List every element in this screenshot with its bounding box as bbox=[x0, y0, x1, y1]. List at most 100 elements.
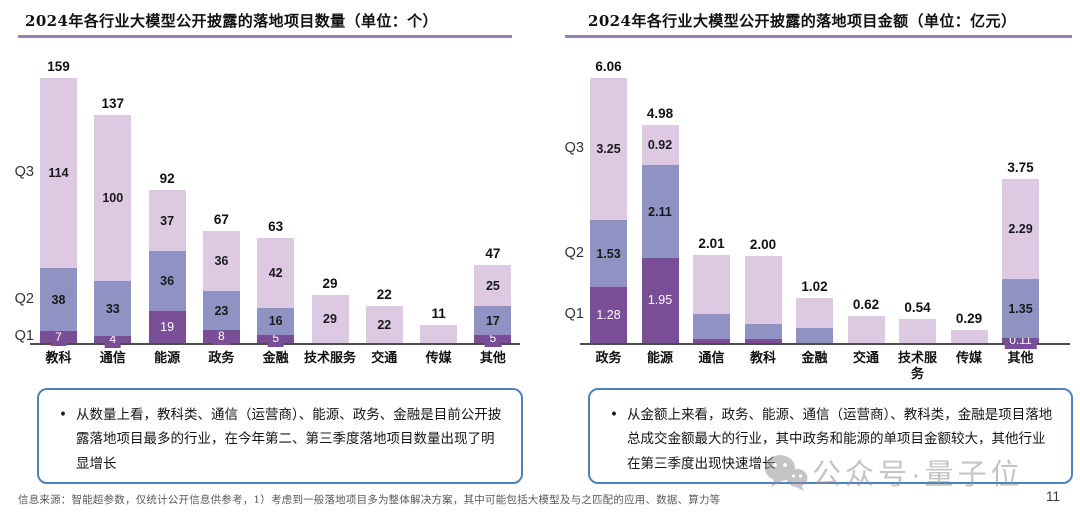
bar-segment-q3 bbox=[365, 306, 403, 343]
bar-segment-q3 bbox=[796, 298, 833, 329]
segment-value-label: 42 bbox=[268, 266, 283, 280]
segment-value-label: 1.95 bbox=[647, 293, 673, 308]
bar-segment-q3 bbox=[847, 315, 885, 343]
category-label: 技术服务 bbox=[897, 351, 937, 383]
chart-area-amount: 1.28 1.53 3.25 6.06 政务 1.95 2.11 0.92 4.98 能源 2.01… bbox=[540, 0, 1080, 388]
bar-segment-q2 bbox=[744, 324, 782, 340]
chart-title-count: 2024年各行业大模型公开披露的落地项目数量（单位：个） bbox=[25, 12, 438, 30]
category-label: 交通 bbox=[852, 351, 879, 366]
bar-total-label: 0.62 bbox=[852, 296, 880, 312]
chart-title-amount: 2024年各行业大模型公开披露的落地项目金额（单位：亿元） bbox=[588, 12, 1017, 30]
category-label: 金融 bbox=[262, 351, 289, 366]
note-text-amount: 从金额上来看，政务、能源、通信（运营商）、教科类，金融是项目落地总成交金额最大的… bbox=[626, 407, 1053, 472]
bar-segment-q3 bbox=[899, 319, 936, 343]
category-label: 传媒 bbox=[425, 351, 452, 366]
segment-value-label: 23 bbox=[214, 303, 229, 318]
bar-total-label: 92 bbox=[159, 170, 175, 186]
category-label: 通信 bbox=[698, 351, 725, 366]
bar-segment-q3 bbox=[311, 294, 349, 343]
bar-total-label: 0.54 bbox=[904, 300, 931, 316]
category-label: 交通 bbox=[371, 351, 398, 366]
category-label: 其他 bbox=[479, 351, 506, 366]
bar-segment-q2 bbox=[202, 291, 240, 330]
bar-segment-q1 bbox=[148, 311, 186, 343]
segment-value-label: 114 bbox=[48, 166, 69, 180]
wechat-bubbles-icon bbox=[765, 455, 808, 491]
bar-segment-q2 bbox=[641, 165, 679, 258]
segment-value-label: 100 bbox=[102, 191, 124, 205]
page-number: 11 bbox=[1045, 489, 1060, 504]
bar-segment-q3 bbox=[94, 114, 132, 282]
insight-note-count: • 从数量上看，教科类、通信（运营商）、能源、政务、金融是目前公开披露落地项目最… bbox=[37, 388, 523, 484]
segment-value-badge: 8 bbox=[213, 327, 230, 345]
y-axis-label-q1: Q1 bbox=[14, 328, 34, 345]
bar-segment-q1 bbox=[744, 339, 782, 343]
segment-value-label: 29 bbox=[323, 311, 337, 326]
bar-total-label: 63 bbox=[268, 219, 284, 234]
segment-value-label: 2.29 bbox=[1008, 222, 1033, 237]
title-underline bbox=[18, 35, 512, 38]
category-label: 能源 bbox=[154, 351, 181, 366]
bar-segment-q3 bbox=[420, 324, 458, 343]
bar-segment-q3 bbox=[641, 125, 679, 166]
bar-total-label: 6.06 bbox=[595, 59, 622, 74]
segment-value-label: 1.35 bbox=[1008, 301, 1033, 316]
segment-value-label: 1.28 bbox=[596, 308, 621, 322]
bar-total-label: 137 bbox=[101, 95, 125, 111]
category-label: 传媒 bbox=[955, 351, 982, 366]
category-label: 能源 bbox=[646, 351, 673, 366]
segment-value-label: 3.25 bbox=[596, 142, 621, 157]
bar-segment-q2 bbox=[1002, 279, 1039, 339]
segment-value-badge: 7 bbox=[50, 328, 67, 346]
bar-total-label: 2.01 bbox=[698, 236, 725, 252]
category-label: 政务 bbox=[595, 351, 622, 366]
segment-value-label: 38 bbox=[51, 292, 66, 307]
category-label: 政务 bbox=[208, 351, 235, 366]
bar-segment-q3 bbox=[148, 189, 186, 252]
y-axis-label-q2: Q2 bbox=[14, 290, 34, 307]
y-axis-label-q2: Q2 bbox=[564, 244, 584, 261]
segment-value-label: 36 bbox=[214, 254, 229, 269]
bar-segment-q2 bbox=[94, 281, 132, 337]
chart-panel-project-amount: 2024年各行业大模型公开披露的落地项目金额（单位：亿元） 1.28 1.53 3.… bbox=[540, 0, 1080, 388]
y-axis-label-q3: Q3 bbox=[14, 164, 34, 180]
bullet-point: • bbox=[610, 407, 618, 423]
source-footnote: 信息来源：智能超参数，仅统计公开信息供参考，1）考虑到一般落地项目多为整体解决方… bbox=[18, 494, 721, 506]
bar-segment-q2 bbox=[474, 306, 512, 335]
note-text-count: 从数量上看，教科类、通信（运营商）、能源、政务、金融是目前公开披露落地项目最多的… bbox=[75, 407, 502, 472]
y-axis-label-q3: Q3 bbox=[564, 140, 584, 157]
bar-total-label: 4.98 bbox=[646, 106, 674, 122]
y-axis-label-q1: Q1 bbox=[564, 306, 584, 322]
segment-value-label: 19 bbox=[160, 320, 175, 335]
bar-segment-q1 bbox=[693, 338, 730, 343]
segment-value-label: 16 bbox=[268, 314, 283, 329]
bar-segment-q1 bbox=[590, 287, 627, 343]
segment-value-label: 33 bbox=[105, 301, 120, 316]
bar-segment-q2 bbox=[148, 251, 186, 312]
x-axis-line bbox=[580, 343, 1070, 345]
bar-total-label: 1.02 bbox=[801, 279, 828, 295]
bar-total-label: 47 bbox=[485, 245, 501, 261]
segment-value-label: 36 bbox=[160, 274, 175, 289]
bar-total-label: 22 bbox=[376, 287, 392, 303]
bar-total-label: 67 bbox=[213, 212, 229, 228]
bar-segment-q2 bbox=[40, 268, 77, 332]
category-label: 教科 bbox=[45, 351, 72, 366]
segment-value-label: 25 bbox=[485, 278, 500, 293]
bar-segment-q2 bbox=[257, 308, 295, 335]
bar-segment-q3 bbox=[40, 78, 77, 268]
bar-segment-q3 bbox=[257, 238, 295, 308]
watermark-text: 公众号·量子位 bbox=[812, 459, 1024, 491]
watermark: 公众号·量子位 bbox=[764, 451, 1024, 493]
title-underline bbox=[565, 35, 1072, 38]
bar-segment-q3 bbox=[590, 78, 627, 221]
bar-segment-q3 bbox=[1002, 179, 1039, 280]
bar-total-label: 0.29 bbox=[955, 311, 983, 327]
chart-panel-project-count: 2024年各行业大模型公开披露的落地项目数量（单位：个） 7 38 114 159 教科… bbox=[0, 0, 540, 388]
bar-total-label: 159 bbox=[47, 59, 70, 74]
bar-segment-q3 bbox=[693, 255, 730, 314]
bar-total-label: 2.00 bbox=[749, 236, 777, 252]
bullet-point: • bbox=[59, 407, 67, 423]
chart-area-count: 7 38 114 159 教科 4 33 100 137 通信 19 36 37 92 能源 8 23 36 67 政… bbox=[0, 0, 540, 388]
